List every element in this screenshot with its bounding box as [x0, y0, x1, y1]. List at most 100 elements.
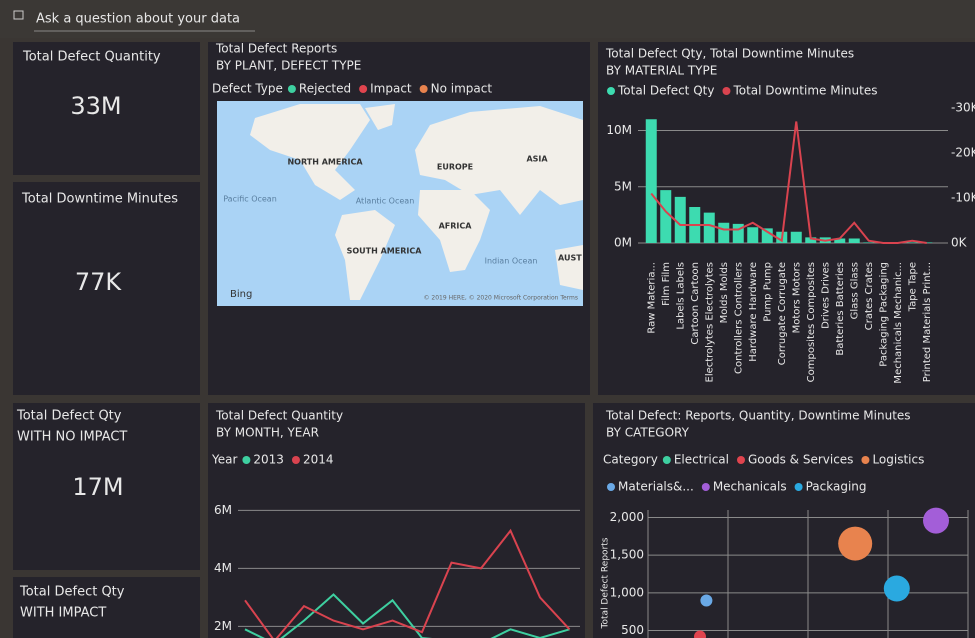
card-value: 77K: [75, 268, 123, 296]
y-tick-label: 5M: [614, 179, 632, 193]
legend-marker: [701, 483, 710, 491]
legend-marker: [419, 85, 428, 93]
legend-title: Year: [211, 453, 237, 467]
x-tick-label: Motors Motors: [791, 262, 802, 333]
map-attribution: Bing: [230, 289, 252, 300]
legend-label: Goods & Services: [748, 453, 853, 467]
legend-marker: [359, 85, 368, 93]
chart-subtitle: BY CATEGORY: [606, 426, 690, 440]
card-title: Total Defect Qty: [16, 409, 122, 424]
card-subtitle: WITH IMPACT: [20, 606, 106, 621]
line: [244, 593, 570, 638]
y2-tick-label: -10K: [951, 191, 975, 205]
x-tick-label: Pump Pump: [762, 262, 773, 322]
bar: [732, 223, 744, 243]
y-tick-label: 2,000: [610, 510, 644, 524]
legend-label: Mechanicals: [713, 480, 787, 494]
y-tick-label: 10M: [606, 123, 632, 137]
qa-prompt[interactable]: Ask a question about your data: [36, 12, 240, 27]
y2-tick-label: -20K: [951, 146, 975, 160]
bubble: [923, 507, 949, 534]
x-tick-label: Batteries Batteries: [835, 262, 846, 356]
legend-label: Logistics: [872, 453, 924, 467]
y-tick-label: 1,000: [610, 585, 644, 599]
x-tick-label: Film Film: [661, 262, 672, 306]
x-tick-label: Raw Materia...: [646, 262, 657, 334]
map-label: AFRICA: [439, 222, 473, 231]
legend-label: 2013: [253, 453, 284, 467]
qa-icon: [13, 10, 24, 20]
legend-label: No impact: [431, 82, 493, 96]
map: NORTH AMERICA EUROPE ASIA AFRICA SOUTH A…: [217, 101, 583, 306]
x-tick-label: Hardware Hardware: [748, 262, 759, 362]
line: [650, 121, 927, 244]
bubble: [694, 630, 706, 638]
x-tick-label: Composites Composites: [806, 262, 817, 382]
bar: [747, 227, 759, 243]
legend-label: 2014: [303, 453, 334, 467]
bar: [645, 119, 657, 243]
map-title: Total Defect Reports: [215, 42, 337, 56]
y-tick-label: 6M: [214, 503, 232, 517]
chart-subtitle: BY MONTH, YEAR: [216, 426, 319, 440]
legend-label: Materials&...: [618, 480, 694, 494]
map-label: SOUTH AMERICA: [347, 247, 423, 256]
chart-title: Total Defect Quantity: [215, 409, 343, 423]
x-tick-label: Corrugate Corrugate: [777, 262, 788, 365]
map-label: Atlantic Ocean: [356, 197, 415, 206]
legend-title: Defect Type: [212, 82, 283, 96]
legend-marker: [794, 483, 803, 491]
x-tick-label: Tape Tape: [907, 262, 918, 312]
plot: 2M 4M 6M: [214, 503, 580, 638]
bar: [863, 242, 875, 243]
legend-label: Total Defect Qty: [617, 84, 714, 98]
y-tick-label: 4M: [214, 561, 232, 575]
x-tick-label: Controllers Controllers: [733, 262, 744, 374]
card-value: 33M: [70, 92, 121, 120]
bar: [848, 238, 860, 243]
map-subtitle: BY PLANT, DEFECT TYPE: [216, 59, 361, 73]
bar: [834, 238, 846, 243]
card-title: Total Downtime Minutes: [21, 192, 178, 207]
plot: Total Defect Reports 500 1,000 1,500 2,000: [601, 507, 969, 638]
card-title: Total Defect Qty: [19, 585, 125, 600]
x-tick-label: Cartoon Cartoon: [690, 262, 701, 345]
bar: [906, 242, 918, 243]
map-label: ASIA: [526, 155, 548, 164]
legend-marker: [291, 456, 300, 464]
legend-marker: [607, 87, 615, 95]
chart-title: Total Defect Qty, Total Downtime Minutes: [605, 47, 854, 61]
bubble: [883, 575, 910, 602]
x-tick-label: Molds Molds: [719, 262, 730, 323]
bubble: [838, 526, 873, 561]
card-title: Total Defect Quantity: [22, 50, 161, 65]
y2-tick-label: -30K: [951, 101, 975, 115]
legend-label: Electrical: [674, 453, 729, 467]
map-label: Pacific Ocean: [223, 195, 277, 204]
x-tick-label: Electrolytes Electrolytes: [704, 262, 715, 383]
legend-marker: [861, 456, 870, 464]
legend-marker: [287, 85, 296, 93]
x-tick-label: Printed Materials Print...: [922, 262, 933, 382]
card-value: 17M: [72, 473, 123, 501]
line: [244, 528, 571, 638]
x-tick-label: Mechanicals Mechanic...: [893, 262, 904, 384]
card-subtitle: WITH NO IMPACT: [17, 430, 127, 445]
y-tick-label: 0M: [614, 236, 632, 250]
bubble: [700, 594, 713, 607]
legend-marker: [722, 87, 731, 95]
map-label: Indian Ocean: [485, 257, 538, 266]
y2-tick-label: 0K: [951, 236, 968, 250]
x-tick-label: Packaging Packaging: [878, 262, 889, 367]
legend-marker: [607, 483, 615, 491]
legend-label: Total Downtime Minutes: [732, 84, 877, 98]
legend-marker: [736, 456, 745, 464]
map-label: EUROPE: [437, 163, 473, 172]
bar: [805, 237, 817, 243]
map-label: NORTH AMERICA: [287, 158, 363, 167]
x-tick-label: Drives Drives: [820, 262, 831, 329]
legend-label: Impact: [370, 82, 412, 96]
bar: [790, 231, 802, 243]
bar: [660, 190, 672, 243]
